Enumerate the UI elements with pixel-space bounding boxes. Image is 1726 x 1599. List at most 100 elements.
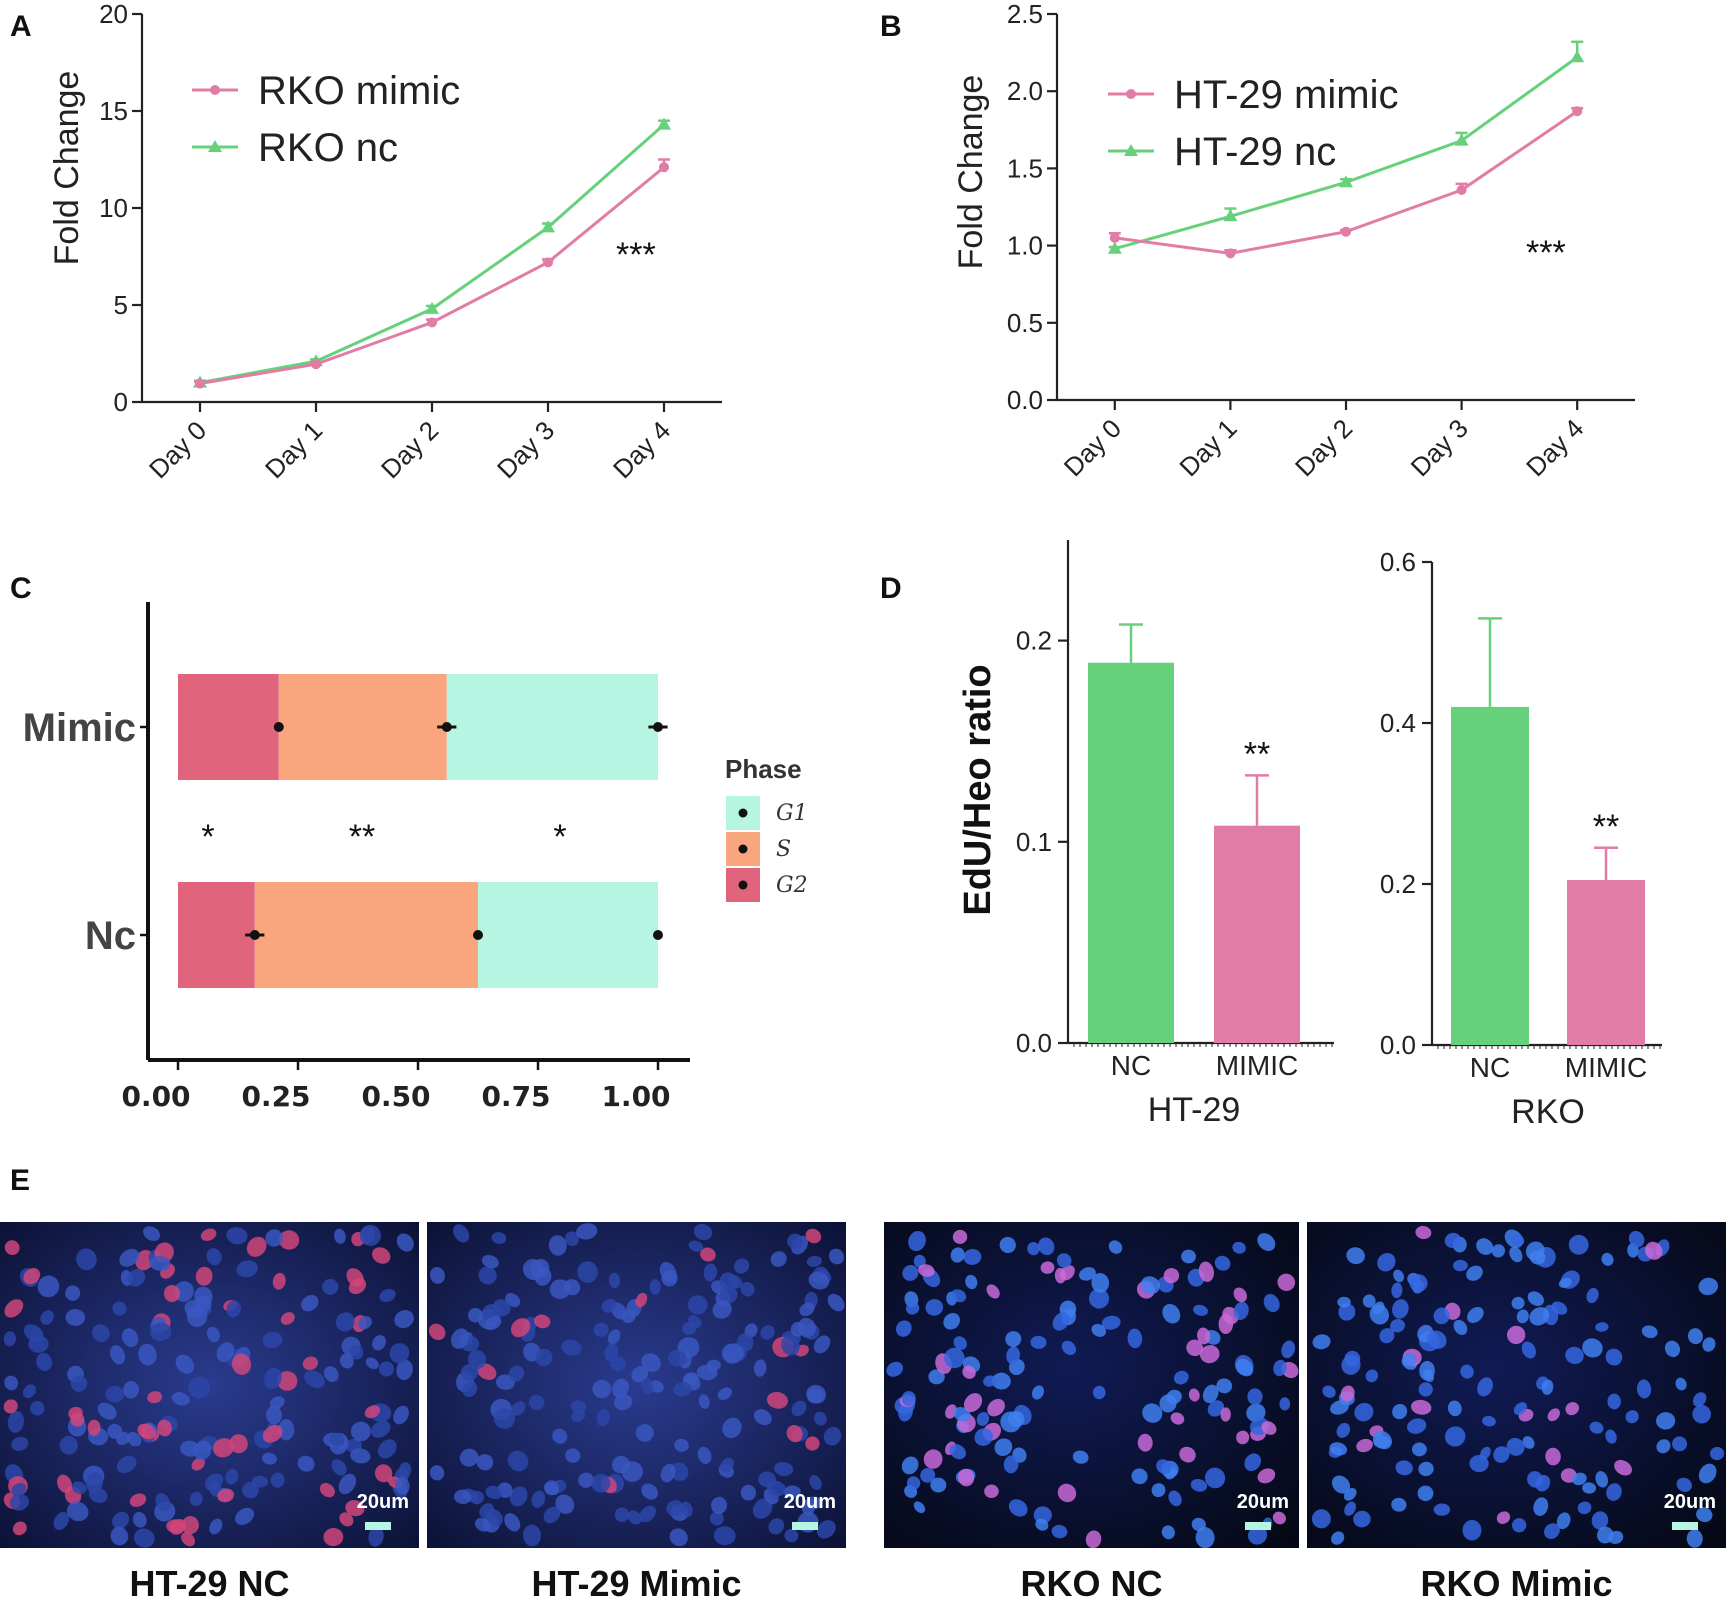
chart-b-point [1572,106,1583,117]
nucleus [806,1496,822,1510]
nucleus [346,1268,364,1288]
chart-b-point [1109,232,1120,243]
nucleus [1696,1507,1713,1523]
nucleus [1353,1510,1371,1528]
nucleus [1168,1490,1182,1507]
micrograph-label: RKO NC [1021,1563,1163,1599]
nucleus [1151,1483,1166,1498]
nucleus [548,1235,567,1256]
nucleus [1054,1267,1066,1284]
nucleus [534,1314,551,1329]
panel-label-a: A [10,10,32,43]
nucleus [901,1391,916,1407]
chart-d-rko: 0.0 0.2 0.4 0.6 NC MIMIC ** RKO [1380,547,1662,1131]
nucleus [688,1240,704,1252]
nucleus [640,1378,654,1395]
nucleus [1672,1436,1688,1452]
nucleus [1186,1339,1204,1357]
nucleus [920,1467,936,1483]
nucleus [1444,1426,1466,1447]
nucleus [984,1484,999,1498]
chart-b-y-tick-label: 1.0 [1007,231,1043,261]
nucleus [467,1350,487,1370]
nucleus [4,1299,24,1318]
nucleus [530,1258,550,1278]
nucleus [1272,1511,1286,1525]
chart-d-ht29-y-tick-label: 0.0 [1016,1028,1052,1058]
nucleus [951,1289,967,1303]
nucleus [1379,1328,1395,1344]
nucleus [194,1295,212,1313]
nucleus [1218,1313,1234,1335]
nucleus [1173,1370,1189,1385]
chart-c-significance: ** [349,818,375,856]
nucleus [116,1431,130,1446]
chart-c-category-label: Nc [85,914,136,958]
nucleus [1052,1312,1070,1331]
nucleus [1698,1463,1717,1484]
nucleus [204,1473,224,1491]
chart-b-ylabel: Fold Change [952,75,990,270]
chart-a-y-tick-label: 10 [99,193,128,223]
phase-legend-label: G1 [776,801,808,826]
nucleus [1338,1303,1356,1321]
nucleus [608,1272,621,1289]
nucleus [823,1426,842,1446]
nucleus [1568,1234,1589,1255]
chart-a-y-tick-label: 0 [114,387,128,417]
nucleus [908,1230,926,1252]
nucleus [1511,1296,1525,1310]
chart-d-ht29-y-tick-label: 0.2 [1016,626,1052,656]
phase-legend-dot [738,808,748,818]
nucleus [612,1378,629,1398]
nucleus [1525,1241,1545,1261]
nucleus [1330,1400,1350,1415]
nucleus [1512,1518,1527,1533]
nucleus [1493,1446,1510,1463]
nucleus [1188,1388,1200,1402]
nucleus [1369,1304,1389,1325]
nucleus [1391,1282,1403,1299]
nucleus [1085,1530,1102,1549]
nucleus [1027,1241,1040,1256]
scale-bar [365,1522,391,1530]
chart-d-rko-bar [1567,879,1645,1045]
nucleus [1216,1378,1233,1394]
nucleus [297,1455,315,1472]
nucleus [1545,1447,1561,1466]
nucleus [1417,1485,1434,1502]
nucleus [1377,1252,1396,1272]
nucleus [1589,1421,1604,1434]
chart-c-bar-segment [446,674,658,780]
nucleus [1040,1261,1055,1274]
chart-c-significance: * [553,818,566,856]
nucleus [129,1493,147,1507]
chart-a-x-tick-label: Day 1 [259,415,328,484]
nucleus [1477,1377,1493,1397]
chart-b-legend-marker [1126,89,1136,99]
chart-a-legend-marker [208,140,222,152]
nucleus [1427,1330,1447,1349]
nucleus [1418,1461,1434,1477]
nucleus [374,1464,393,1483]
nucleus [596,1409,610,1427]
nucleus [504,1513,521,1532]
nucleus [147,1391,163,1404]
nucleus [1092,1385,1106,1400]
nucleus [698,1394,710,1409]
chart-b-legend-label: HT-29 mimic [1174,73,1398,117]
chart-a-legend-label: RKO nc [258,126,398,170]
nucleus [1506,1437,1525,1456]
nucleus [1246,1403,1266,1422]
nucleus [1078,1267,1096,1281]
nucleus [132,1511,147,1528]
nucleus [1462,1519,1482,1541]
nucleus [87,1419,101,1437]
chart-a-x-tick-label: Day 2 [375,415,444,484]
nucleus [1233,1287,1248,1303]
scale-bar-label: 20um [357,1491,409,1513]
nucleus [1236,1430,1250,1445]
nucleus [1496,1511,1511,1525]
nucleus [577,1261,598,1283]
nucleus [1373,1435,1391,1449]
